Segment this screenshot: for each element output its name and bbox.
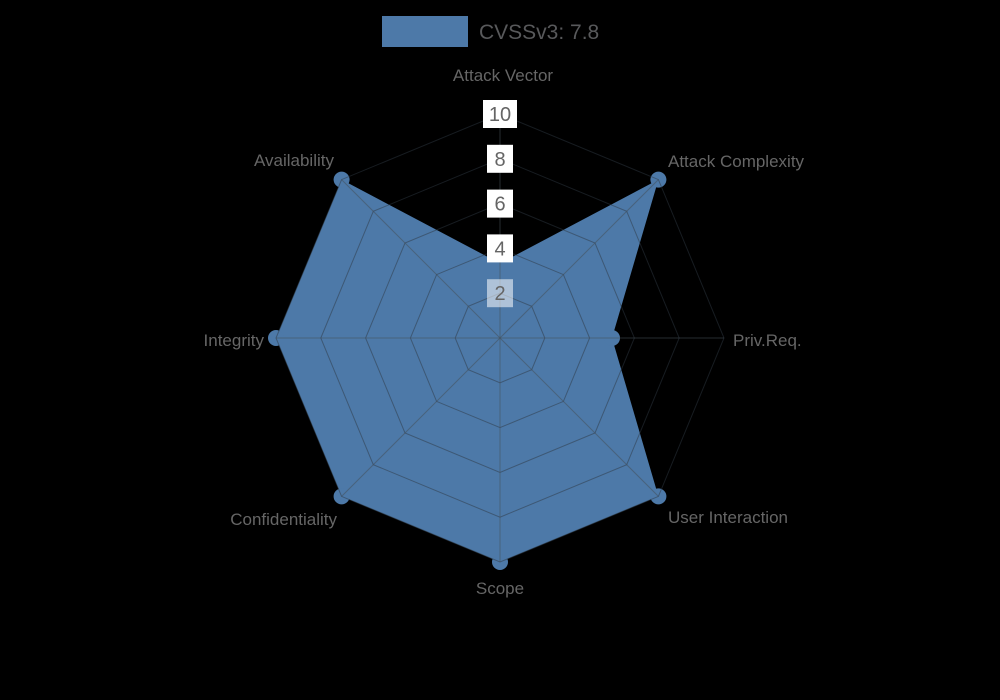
axis-label-priv-req: Priv.Req. <box>733 331 802 350</box>
axis-label-scope: Scope <box>476 579 524 598</box>
axis-label-attack-vector: Attack Vector <box>453 66 553 85</box>
tick-label-value: 10 <box>489 104 511 126</box>
tick-label-value: 6 <box>494 194 505 216</box>
tick-label-value: 8 <box>494 149 505 171</box>
tick-label-box <box>487 234 513 263</box>
tick-label-box <box>487 279 513 308</box>
axis-label-integrity: Integrity <box>204 331 265 350</box>
legend-label[interactable]: CVSSv3: 7.8 <box>479 21 599 44</box>
axis-label-availability: Availability <box>254 151 335 170</box>
legend-swatch-icon[interactable] <box>382 16 468 47</box>
tick-label-box <box>483 100 517 128</box>
axis-label-confidentiality: Confidentiality <box>230 510 337 529</box>
tick-label-value: 4 <box>494 238 505 260</box>
axis-label-user-interaction: User Interaction <box>668 508 788 527</box>
radar-axis-labels: Attack Vector Attack Complexity Priv.Req… <box>204 66 805 598</box>
tick-label-box <box>487 189 513 218</box>
radar-grid-spoke <box>499 337 659 497</box>
axis-label-attack-complexity: Attack Complexity <box>668 152 805 171</box>
radar-grid-spoke <box>341 179 501 339</box>
radar-grid-spoke <box>499 179 659 339</box>
radar-grid <box>275 113 725 563</box>
chart-legend[interactable]: CVSSv3: 7.8 <box>382 16 599 47</box>
radar-grid-spoke <box>341 337 501 497</box>
tick-label-value: 2 <box>494 283 505 305</box>
radar-axis-ticks: 2 4 6 8 10 <box>483 100 517 308</box>
tick-label-box <box>487 144 513 173</box>
